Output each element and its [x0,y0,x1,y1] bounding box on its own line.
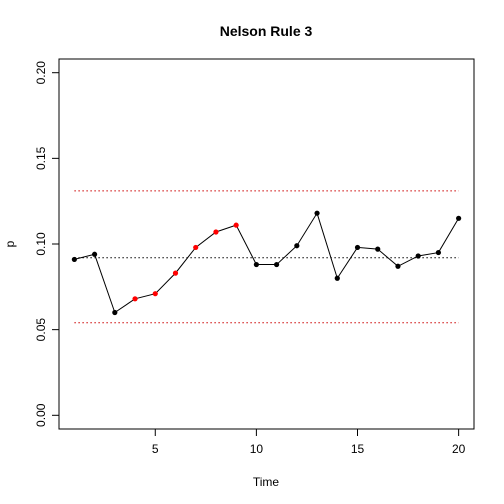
reference-lines [74,190,459,324]
data-point-highlighted [132,296,138,302]
x-tick-label: 5 [152,442,159,456]
data-point [375,246,381,252]
x-axis: 5 10 15 20 [152,428,466,456]
y-axis-label: p [3,240,17,247]
data-point [294,243,300,249]
series-points-group [71,210,462,316]
data-point [334,275,340,281]
x-tick-label: 20 [452,442,466,456]
x-axis-label: Time [253,475,280,489]
y-tick-label: 0.00 [34,403,48,427]
chart-title: Nelson Rule 3 [220,23,313,39]
data-point [435,249,442,256]
y-tick-label: 0.20 [34,61,48,85]
data-point [314,210,320,216]
y-tick-label: 0.05 [34,318,48,342]
data-point-highlighted [172,270,179,276]
data-point [456,215,462,221]
y-axis: 0.00 0.05 0.10 0.15 0.20 [34,61,59,427]
data-point-highlighted [233,222,239,228]
data-point [71,256,77,263]
data-point [112,309,118,316]
y-tick-label: 0.15 [34,146,48,170]
x-tick-label: 10 [250,442,264,456]
x-tick-label: 15 [351,442,365,456]
data-point-highlighted [213,229,219,235]
y-tick-label: 0.10 [34,232,48,256]
data-point-highlighted [152,291,158,297]
data-point-highlighted [193,244,199,251]
data-point [274,261,280,268]
data-point [354,244,361,251]
data-point [91,251,98,257]
series-line [74,211,460,314]
data-point [253,261,259,268]
data-point [415,253,421,259]
data-point [395,263,401,269]
plot-frame [58,58,475,430]
series-line-group [74,211,460,314]
